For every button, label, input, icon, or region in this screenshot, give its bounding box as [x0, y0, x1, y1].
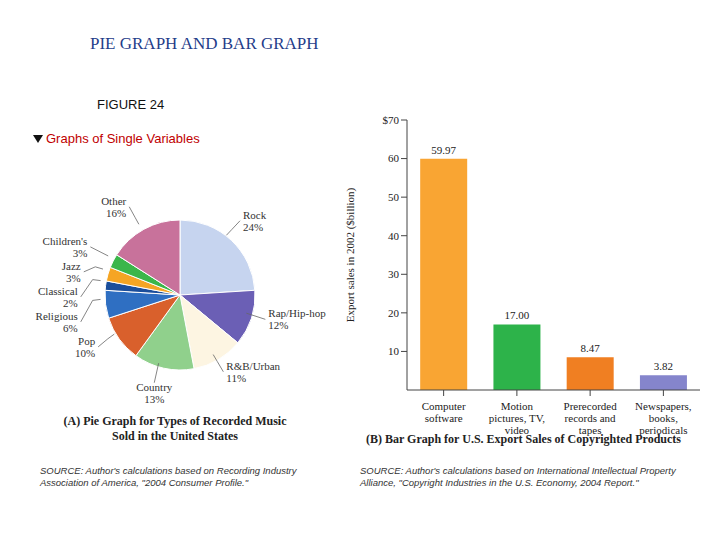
svg-text:60: 60: [388, 152, 400, 164]
svg-text:R&B/Urban11%: R&B/Urban11%: [226, 360, 280, 384]
html-text:FIGURE 24: FIGURE 24: [97, 97, 165, 112]
svg-text:17.00: 17.00: [505, 309, 530, 321]
html-text:SOURCE: Author's calculations: SOURCE: Author's calculations based on I…: [360, 465, 676, 488]
svg-text:3.82: 3.82: [654, 360, 673, 372]
svg-text:Rap/Hip-hop12%: Rap/Hip-hop12%: [268, 307, 326, 331]
svg-text:59.97: 59.97: [431, 144, 456, 156]
svg-text:Pop10%: Pop10%: [75, 335, 96, 359]
svg-text:$70: $70: [383, 114, 400, 126]
svg-text:Country13%: Country13%: [136, 381, 173, 405]
svg-text:Computersoftware: Computersoftware: [422, 400, 466, 424]
svg-text:Newspapers,books,periodicals: Newspapers,books,periodicals: [635, 400, 692, 436]
svg-text:Other16%: Other16%: [101, 195, 126, 219]
svg-text:Motionpictures, TV,video: Motionpictures, TV,video: [489, 400, 545, 436]
html-text:(A) Pie Graph for Types of Rec: (A) Pie Graph for Types of Recorded Musi…: [63, 414, 287, 443]
svg-text:Classical2%: Classical2%: [38, 285, 78, 309]
svg-text:Rock24%: Rock24%: [243, 209, 267, 233]
svg-text:50: 50: [388, 191, 400, 203]
svg-text:Religious6%: Religious6%: [36, 310, 78, 334]
html-text:PIE GRAPH AND BAR GRAPH: PIE GRAPH AND BAR GRAPH: [90, 34, 319, 53]
html-text:Graphs of Single Variables: Graphs of Single Variables: [46, 131, 200, 146]
html-text:(B) Bar Graph for U.S. Export: (B) Bar Graph for U.S. Export Sales of C…: [366, 432, 681, 446]
svg-text:Prerecordedrecords andtapes: Prerecordedrecords andtapes: [564, 400, 618, 436]
svg-text:Export sales in 2002 ($billion: Export sales in 2002 ($billion): [345, 187, 357, 322]
svg-text:8.47: 8.47: [581, 342, 601, 354]
html-text:SOURCE: Author's calculations: SOURCE: Author's calculations based on R…: [40, 465, 297, 488]
svg-text:20: 20: [388, 307, 400, 319]
svg-text:30: 30: [388, 268, 400, 280]
svg-text:Children's3%: Children's3%: [43, 235, 88, 259]
svg-text:40: 40: [388, 230, 400, 242]
svg-text:10: 10: [388, 345, 400, 357]
svg-text:Jazz3%: Jazz3%: [62, 260, 81, 284]
